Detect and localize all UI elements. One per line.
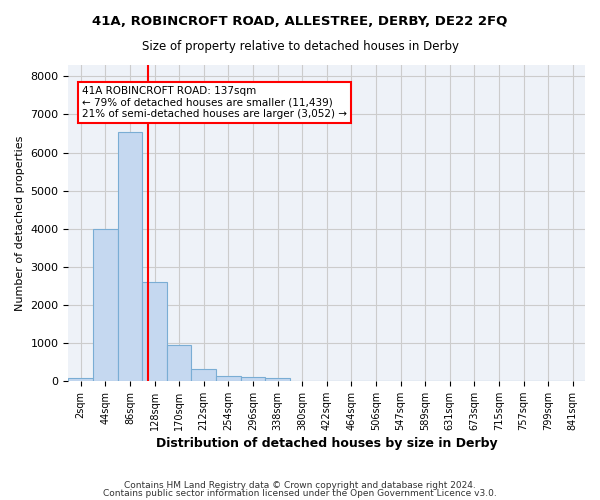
Text: 41A, ROBINCROFT ROAD, ALLESTREE, DERBY, DE22 2FQ: 41A, ROBINCROFT ROAD, ALLESTREE, DERBY, … (92, 15, 508, 28)
X-axis label: Distribution of detached houses by size in Derby: Distribution of detached houses by size … (156, 437, 497, 450)
Bar (265, 378, 290, 381)
Bar (142, 282, 167, 381)
Text: Contains public sector information licensed under the Open Government Licence v3: Contains public sector information licen… (103, 488, 497, 498)
Bar (93, 228, 118, 381)
Bar (118, 132, 142, 381)
Bar (241, 377, 265, 381)
Text: 41A ROBINCROFT ROAD: 137sqm
← 79% of detached houses are smaller (11,439)
21% of: 41A ROBINCROFT ROAD: 137sqm ← 79% of det… (82, 86, 347, 119)
Bar (191, 370, 216, 381)
Bar (167, 344, 191, 381)
Text: Size of property relative to detached houses in Derby: Size of property relative to detached ho… (142, 40, 458, 53)
Y-axis label: Number of detached properties: Number of detached properties (15, 135, 25, 310)
Bar (68, 378, 93, 381)
Text: Contains HM Land Registry data © Crown copyright and database right 2024.: Contains HM Land Registry data © Crown c… (124, 481, 476, 490)
Bar (216, 376, 241, 381)
